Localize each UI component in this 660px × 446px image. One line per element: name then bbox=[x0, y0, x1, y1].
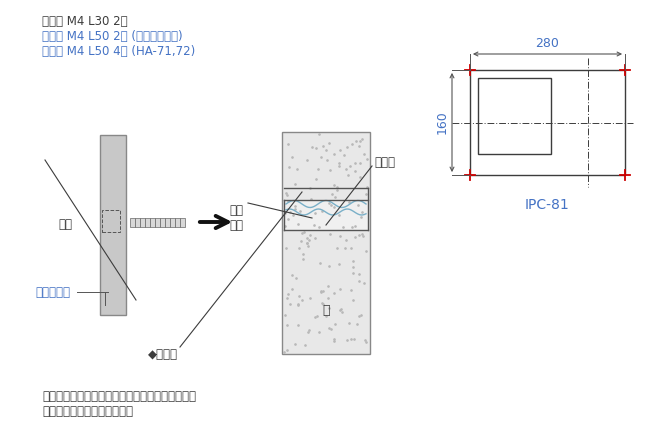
Text: 圧着
固定: 圧着 固定 bbox=[229, 204, 243, 232]
Text: ボルト M4 L50 4本 (HA-71,72): ボルト M4 L50 4本 (HA-71,72) bbox=[42, 45, 195, 58]
Bar bbox=[470, 70, 625, 175]
Bar bbox=[284, 200, 368, 230]
Text: 表札: 表札 bbox=[58, 219, 72, 231]
Text: 壁: 壁 bbox=[322, 303, 330, 317]
Bar bbox=[175, 218, 180, 227]
Text: ボルト M4 L30 2本: ボルト M4 L30 2本 bbox=[42, 15, 127, 28]
Bar bbox=[170, 218, 175, 227]
Text: 280: 280 bbox=[535, 37, 560, 50]
Bar bbox=[130, 218, 135, 227]
Text: 160: 160 bbox=[436, 111, 449, 134]
Bar bbox=[140, 218, 145, 227]
Bar bbox=[165, 218, 170, 227]
Bar bbox=[100, 135, 126, 315]
Bar bbox=[282, 132, 370, 354]
Bar bbox=[102, 210, 120, 232]
Text: IPC-81: IPC-81 bbox=[525, 198, 570, 212]
Bar bbox=[478, 78, 551, 153]
Bar bbox=[180, 218, 185, 227]
Text: ボルト用穴: ボルト用穴 bbox=[35, 285, 70, 298]
Bar bbox=[135, 218, 140, 227]
Text: ◆接着劑: ◆接着劑 bbox=[148, 348, 178, 362]
Text: 裏側にボルト用の穴が開いていますので付属のボ: 裏側にボルト用の穴が開いていますので付属のボ bbox=[42, 390, 196, 403]
Bar bbox=[155, 218, 160, 227]
Bar bbox=[160, 218, 165, 227]
Text: ルトを回し込み固定します。: ルトを回し込み固定します。 bbox=[42, 405, 133, 418]
Text: ボルト M4 L50 2本 (ブロンズ鑄物): ボルト M4 L50 2本 (ブロンズ鑄物) bbox=[42, 30, 183, 43]
Text: 取付穴: 取付穴 bbox=[374, 157, 395, 169]
Bar bbox=[150, 218, 155, 227]
Bar bbox=[145, 218, 150, 227]
